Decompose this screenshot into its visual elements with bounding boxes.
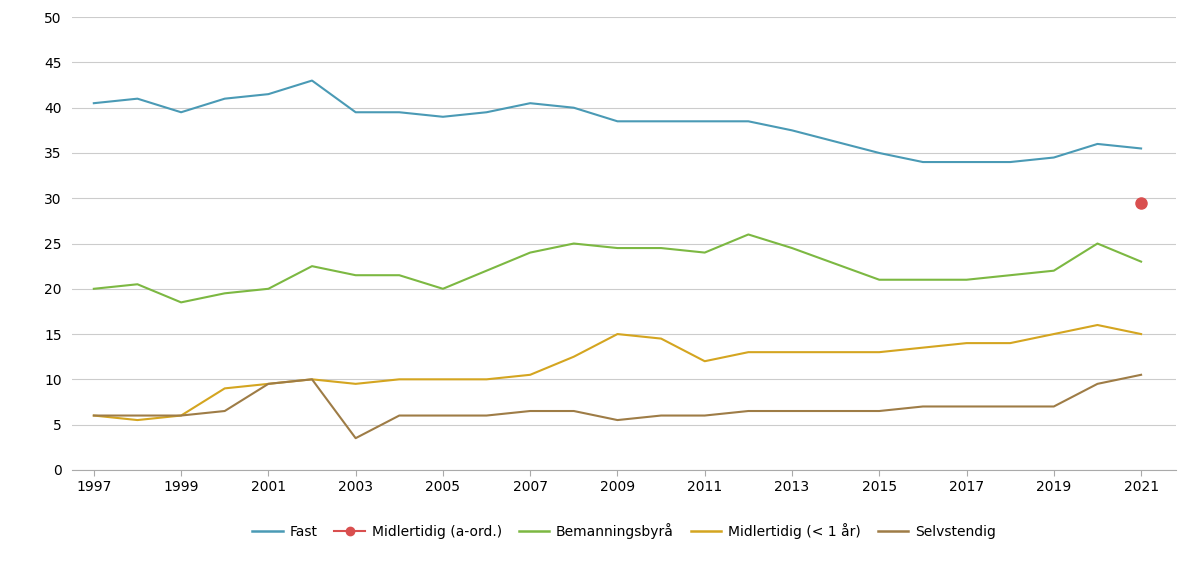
- Legend: Fast, Midlertidig (a-ord.), Bemanningsbyrå, Midlertidig (< 1 år), Selvstendig: Fast, Midlertidig (a-ord.), Bemanningsby…: [246, 517, 1002, 544]
